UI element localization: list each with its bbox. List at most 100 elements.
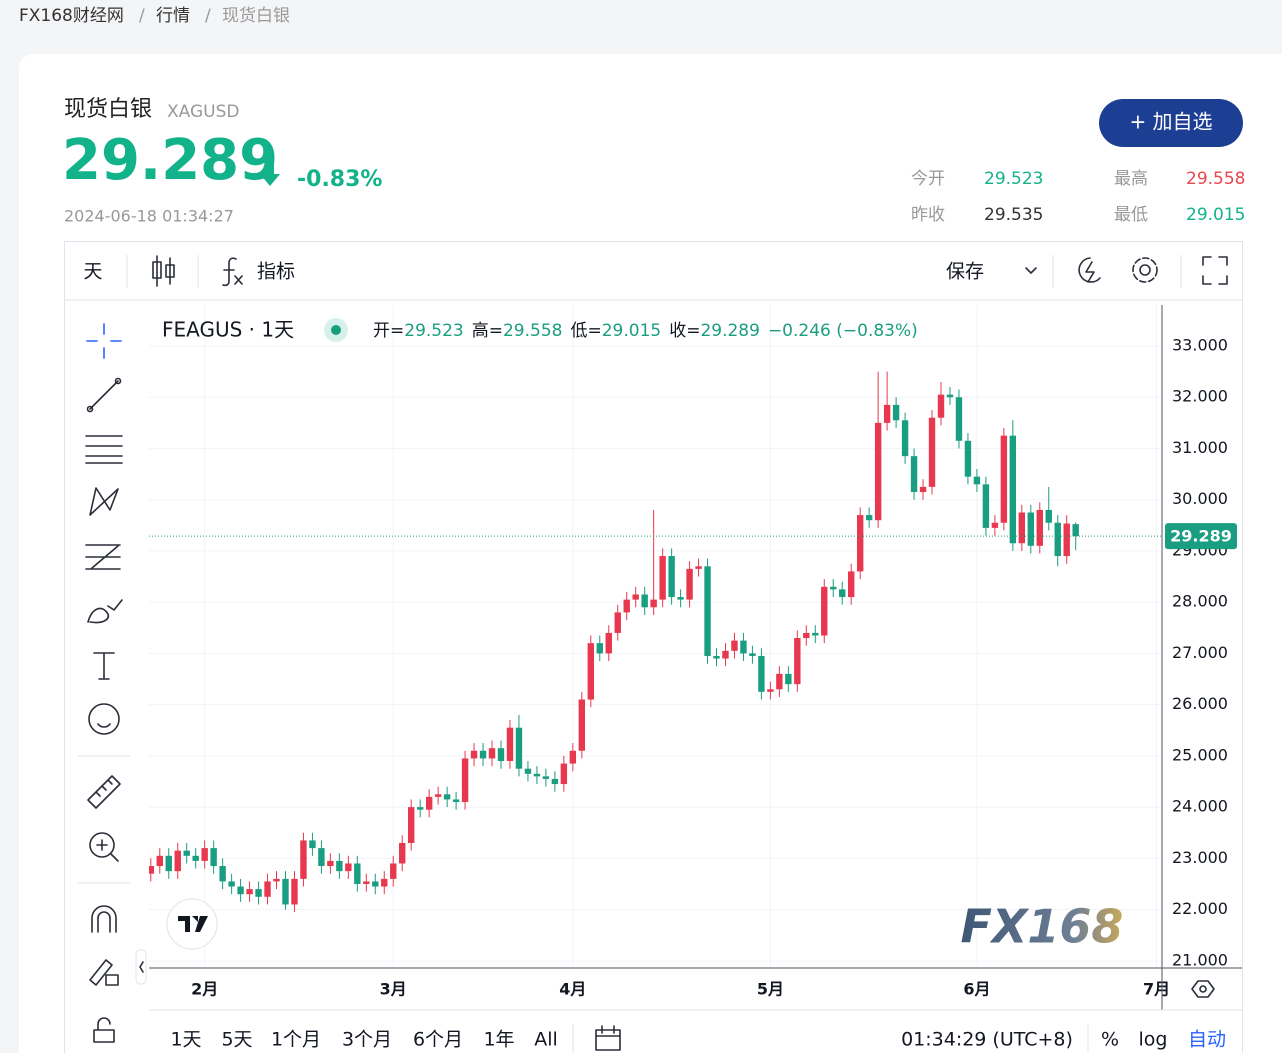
breadcrumb-link[interactable]: 行情 (156, 6, 190, 26)
range-button[interactable]: 1年 (483, 1029, 514, 1051)
settings-button[interactable] (1132, 257, 1158, 283)
x-tick-label: 4月 (559, 980, 586, 999)
candle-body (641, 594, 648, 608)
y-tick-label: 22.000 (1172, 899, 1228, 918)
candle-body (901, 420, 909, 457)
ohlc-label: 收= (669, 321, 700, 341)
candle-body (246, 889, 253, 895)
range-button[interactable]: 1个月 (271, 1029, 321, 1051)
candle-body (165, 855, 172, 872)
indicator-icon[interactable] (222, 257, 243, 287)
y-tick-label: 23.000 (1172, 848, 1228, 867)
candle-body (255, 889, 262, 897)
axis-settings-button[interactable] (1191, 980, 1215, 998)
alert-button[interactable] (1078, 257, 1101, 283)
candle-body (300, 840, 307, 879)
add-watchlist-label[interactable]: + 加自选 (1129, 110, 1212, 134)
range-button[interactable]: 3个月 (342, 1029, 392, 1051)
candle-body (399, 842, 406, 864)
candle-body (587, 643, 594, 700)
candle-body (183, 850, 190, 856)
trendline-tool[interactable] (89, 380, 119, 410)
candle-body (551, 778, 559, 785)
pattern-tool[interactable] (89, 487, 119, 516)
range-button[interactable]: 1天 (170, 1029, 201, 1051)
breadcrumb-link[interactable]: FX168财经网 (19, 6, 124, 26)
stat-value: 29.535 (984, 205, 1043, 225)
breadcrumb-current: 现货白银 (222, 6, 290, 26)
lock-drawings-tool[interactable] (89, 959, 119, 986)
fib-tool[interactable] (85, 435, 123, 464)
candle-body (524, 768, 532, 774)
candle-body (408, 807, 415, 843)
candle-body (354, 863, 361, 884)
unlock-tool[interactable] (93, 1017, 115, 1043)
candle-body (201, 848, 208, 861)
auto-toggle[interactable]: 自动 (1188, 1029, 1226, 1051)
watermark-layer: FX168 (166, 898, 1123, 954)
candle-body (497, 748, 505, 762)
x-tick-label: 5月 (757, 980, 784, 999)
candle-body (515, 727, 523, 769)
fullscreen-button[interactable] (1202, 256, 1228, 285)
candle-body (839, 589, 846, 598)
last-price-box (1165, 523, 1237, 550)
clock[interactable]: 01:34:29 (UTC+8) (901, 1029, 1073, 1051)
candle-body (1027, 512, 1034, 546)
emoji-tool[interactable] (88, 703, 120, 735)
interval-button[interactable]: 天 (83, 261, 102, 283)
candle-body (614, 612, 621, 633)
ohlc-label: 低= (570, 321, 601, 341)
magnet-tool[interactable] (91, 905, 117, 933)
candle-body (632, 594, 639, 600)
save-dropdown[interactable] (1025, 267, 1037, 274)
chart-style-button[interactable] (152, 255, 175, 287)
candle-body (1009, 435, 1017, 544)
candle-body (856, 515, 864, 572)
candle-body (650, 599, 657, 608)
candle-body (533, 773, 541, 777)
last-price-label: 29.289 (1170, 527, 1232, 546)
candle-body (1018, 512, 1026, 544)
down-arrow (260, 164, 280, 186)
collapse-toolbar-button[interactable] (135, 949, 147, 985)
tv-logo[interactable] (166, 898, 218, 950)
ruler-tool[interactable] (87, 775, 121, 809)
status-dot (331, 325, 341, 335)
candle-body (291, 878, 298, 905)
zoom-tool[interactable] (89, 832, 115, 858)
candle-body (318, 848, 325, 867)
add-watchlist-button[interactable] (1099, 99, 1243, 147)
candle-body (336, 860, 343, 872)
candle-body (237, 886, 244, 895)
candle-body (848, 571, 855, 598)
stat-value: 29.558 (1186, 169, 1245, 189)
candle-body (282, 878, 289, 905)
timestamp: 2024-06-18 01:34:27 (64, 207, 234, 226)
brush-tool[interactable] (87, 599, 123, 624)
instrument-symbol: XAGUSD (167, 102, 239, 122)
go-to-date-button[interactable] (595, 1025, 621, 1051)
text-tool[interactable] (93, 652, 115, 680)
log-toggle[interactable]: log (1139, 1029, 1168, 1051)
crosshair-tool[interactable] (86, 323, 122, 359)
indicators-button[interactable]: 指标 (257, 261, 295, 283)
ohlc-value: 29.015 (602, 321, 661, 341)
stat-label: 昨收 (911, 205, 945, 225)
y-tick-label: 32.000 (1172, 387, 1228, 406)
candle-body (488, 748, 496, 759)
candle-body (964, 440, 972, 477)
range-button[interactable]: All (534, 1029, 558, 1051)
save-button[interactable]: 保存 (946, 261, 984, 283)
candle-body (273, 878, 280, 882)
range-button[interactable]: 5天 (221, 1029, 252, 1051)
candle-body (1045, 509, 1052, 523)
candle-body (749, 653, 756, 656)
ohlc-value: 29.289 (700, 321, 759, 341)
range-button[interactable]: 6个月 (413, 1029, 463, 1051)
prediction-tool[interactable] (85, 544, 121, 570)
percent-toggle[interactable]: % (1101, 1029, 1119, 1051)
candle-body (327, 860, 334, 867)
candle-body (228, 881, 235, 887)
